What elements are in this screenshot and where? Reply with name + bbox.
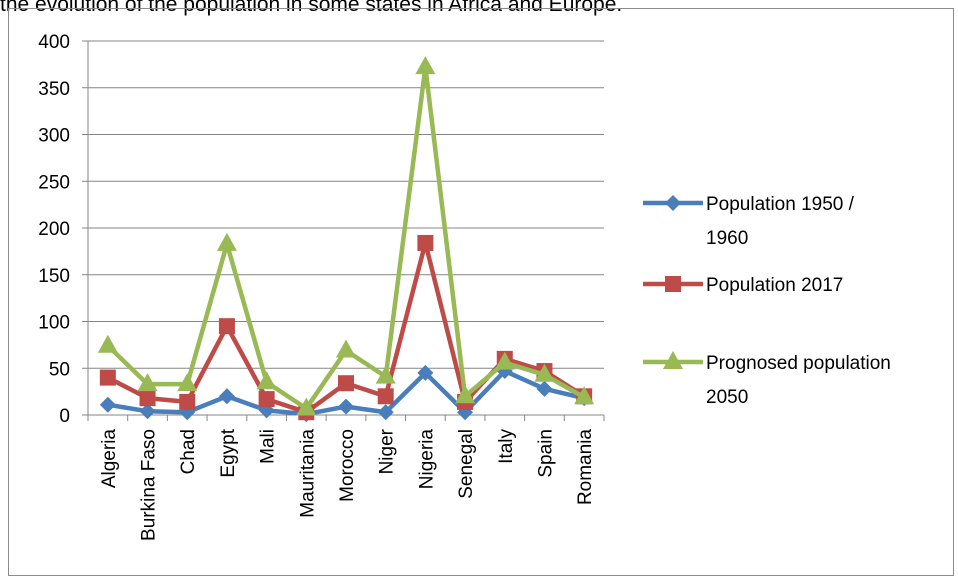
data-point-square xyxy=(338,375,354,392)
data-point-square xyxy=(99,369,116,386)
x-tick-label: Nigeria xyxy=(416,429,437,490)
y-tick-label: 350 xyxy=(38,79,70,100)
data-point-triangle xyxy=(336,339,356,358)
legend-item: Population 1950 / 1960 xyxy=(643,194,855,249)
y-tick-label: 300 xyxy=(38,126,70,147)
data-point-square xyxy=(218,318,235,335)
x-tick-label: Egypt xyxy=(218,428,239,477)
legend-label: 2050 xyxy=(706,387,748,408)
data-point-square xyxy=(139,390,156,407)
data-point-diamond xyxy=(139,403,156,420)
x-tick-label: Mali xyxy=(258,429,279,464)
data-point-diamond xyxy=(377,404,394,421)
legend-label: 1960 xyxy=(706,228,748,249)
series-triangle xyxy=(97,56,595,416)
chart-frame xyxy=(8,8,954,576)
data-point-diamond xyxy=(665,195,681,211)
x-tick-label: Romania xyxy=(575,429,596,505)
y-tick-label: 50 xyxy=(49,359,70,380)
y-tick-label: 100 xyxy=(38,313,70,334)
y-tick-label: 250 xyxy=(38,172,70,193)
data-point-triangle xyxy=(177,373,198,392)
data-point-triangle xyxy=(455,385,476,404)
data-point-triangle xyxy=(256,371,277,390)
legend-label: Prognosed population xyxy=(706,353,891,374)
data-point-diamond xyxy=(536,380,553,397)
data-point-square xyxy=(179,393,196,410)
data-point-square xyxy=(417,234,434,251)
x-tick-label: Chad xyxy=(178,429,199,474)
data-point-triangle xyxy=(663,351,683,369)
x-tick-label: Mauritania xyxy=(297,429,318,518)
y-tick-label: 0 xyxy=(59,406,70,427)
legend-label: Population 2017 xyxy=(706,275,843,296)
y-tick-label: 150 xyxy=(38,266,70,287)
x-tick-label: Italy xyxy=(496,429,517,464)
data-point-diamond xyxy=(99,396,116,413)
x-tick-label: Senegal xyxy=(456,429,477,499)
data-point-triangle xyxy=(137,373,158,392)
gridlines xyxy=(87,40,604,416)
data-point-diamond xyxy=(417,364,434,381)
legend-item: Population 2017 xyxy=(643,275,843,296)
data-point-triangle xyxy=(296,397,317,416)
y-axis-ticks: 0 50 100 150 200 250 300 350 400 xyxy=(38,32,88,427)
series-lines xyxy=(97,56,595,423)
x-tick-label: Niger xyxy=(377,428,398,474)
x-tick-label: Spain xyxy=(535,429,556,478)
legend: Population 1950 / 1960 Population 2017 Prog… xyxy=(643,194,891,408)
data-point-diamond xyxy=(218,388,235,405)
data-point-diamond xyxy=(338,398,354,415)
data-point-triangle xyxy=(534,363,555,382)
data-point-square xyxy=(665,276,681,292)
y-tick-label: 200 xyxy=(38,219,70,240)
data-point-triangle xyxy=(97,334,118,353)
x-axis-ticks: Algeria Burkina Faso Chad Egypt Mali Mauritan… xyxy=(87,415,605,541)
series-square xyxy=(99,234,593,421)
legend-label: Population 1950 / xyxy=(706,194,855,215)
x-tick-label: Burkina Faso xyxy=(139,429,160,541)
data-point-triangle xyxy=(375,365,396,384)
data-point-triangle xyxy=(574,386,595,405)
legend-item: Prognosed population 2050 xyxy=(643,351,891,408)
data-point-triangle xyxy=(216,232,237,251)
y-tick-label: 400 xyxy=(38,32,70,53)
data-point-square xyxy=(377,388,394,405)
data-point-triangle xyxy=(494,351,515,370)
data-point-square xyxy=(258,391,275,408)
x-tick-label: Algeria xyxy=(99,429,120,489)
x-tick-label: Morocco xyxy=(337,429,358,502)
data-point-triangle xyxy=(415,56,436,75)
series-diamond xyxy=(99,363,593,423)
